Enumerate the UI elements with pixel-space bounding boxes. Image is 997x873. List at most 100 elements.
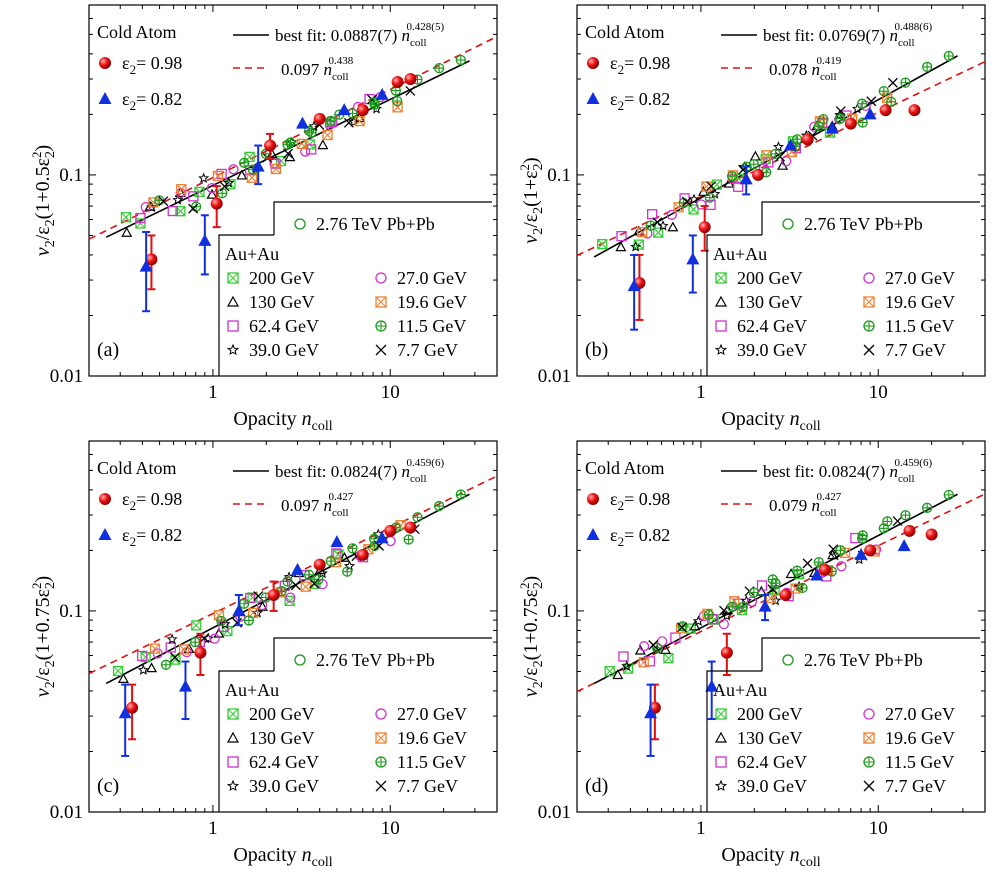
legend-auau-marker-x <box>715 708 727 720</box>
y-axis-label: v2/ε2(1+0.5ε22) <box>29 145 58 256</box>
auau-point-x <box>170 654 181 665</box>
auau-point-box <box>120 212 132 223</box>
legend-ref-label: 0.097 ncoll0.427 <box>281 491 354 519</box>
pbpb-point <box>433 500 445 512</box>
y-tick-label: 0.01 <box>50 802 83 823</box>
auau-point <box>285 592 296 603</box>
auau-point <box>836 561 847 572</box>
auau-point <box>733 181 744 192</box>
auau-point-x <box>213 171 223 181</box>
legend-cold-atom-title: Cold Atom <box>585 458 665 478</box>
pbpb-point <box>792 134 803 145</box>
cold-082-point <box>825 121 839 134</box>
pbpb-point <box>748 159 759 170</box>
auau-point <box>618 651 629 662</box>
legend-auau-marker <box>227 320 239 332</box>
legend-cold-atom-title: Cold Atom <box>97 458 177 478</box>
auau-point-x <box>712 179 722 190</box>
legend-auau-marker <box>375 320 387 332</box>
auau-point-box <box>637 226 648 238</box>
legend-cold-098-marker <box>99 57 111 69</box>
cold-098-point <box>145 253 158 266</box>
panel-c: 1 10 0.01 0.1 Opacity ncoll v2/ε2(1+0.75ε22) C… <box>29 440 498 870</box>
auau-point <box>191 620 202 631</box>
auau-point <box>706 181 717 192</box>
auau-point-box <box>170 654 181 665</box>
auau-point <box>392 95 403 107</box>
cold-098-point <box>264 139 277 152</box>
auau-point <box>666 209 677 220</box>
pbpb-point-plus <box>770 149 780 159</box>
legend-auau-marker-plus <box>864 757 874 767</box>
cold-082-point <box>375 87 389 100</box>
auau-point-box <box>330 556 342 568</box>
auau-point-x <box>729 596 740 607</box>
auau-point-box <box>176 184 187 195</box>
auau-point <box>172 194 184 205</box>
cold-098-point <box>720 646 733 659</box>
auau-point-box <box>244 151 255 163</box>
legend-auau-marker <box>226 779 240 792</box>
cold-098-point <box>404 521 417 534</box>
pbpb-point <box>835 545 846 556</box>
auau-point <box>166 633 178 645</box>
auau-point-box <box>765 592 776 604</box>
auau-point <box>653 227 664 238</box>
pbpb-point <box>455 54 466 66</box>
auau-point-x <box>604 666 615 677</box>
auau-point-x <box>150 643 160 654</box>
y-tick-label: 0.1 <box>59 601 83 622</box>
x-tick-label: 1 <box>208 382 218 403</box>
legend-auau-marker <box>863 780 875 792</box>
legend-auau-label: 200 GeV <box>737 704 803 724</box>
legend-auau-marker-x <box>227 272 239 284</box>
auau-point-x <box>663 653 674 664</box>
auau-point <box>190 201 202 212</box>
y-tick-label: 0.1 <box>547 165 571 186</box>
cold-098-point <box>903 524 916 537</box>
auau-point <box>300 581 311 592</box>
legend-pbpb-label: 2.76 TeV Pb+Pb <box>316 650 435 670</box>
legend-cold-098-label: ε2= 0.98 <box>610 53 670 77</box>
pbpb-point <box>856 98 868 109</box>
pbpb-point-plus <box>792 134 802 144</box>
auau-point <box>296 138 307 150</box>
pbpb-point-plus <box>727 171 737 181</box>
auau-point-box <box>175 206 186 217</box>
legend-auau-marker-box <box>375 296 387 308</box>
auau-point <box>244 151 255 163</box>
auau-point-x <box>761 150 772 161</box>
pbpb-point <box>347 543 358 554</box>
y-axis-label: v2/ε2(1+0.75ε22) <box>517 576 546 697</box>
auau-point-plus <box>277 586 287 596</box>
auau-point-plus <box>882 516 892 526</box>
pbpb-point-plus <box>922 503 932 513</box>
auau-point-x <box>113 666 123 676</box>
auau-point <box>651 642 663 654</box>
auau-point <box>887 77 898 88</box>
y-tick-label: 0.1 <box>547 601 571 622</box>
cold-082-point <box>291 562 305 575</box>
legend-auau-marker-plus <box>376 321 386 331</box>
legend-box <box>706 201 980 376</box>
auau-point <box>219 181 230 192</box>
auau-point-box <box>597 239 608 250</box>
cold-082-point <box>863 107 877 120</box>
cold-082-point <box>375 531 389 544</box>
pbpb-point <box>239 157 250 168</box>
legend-cold-098-label: ε2= 0.98 <box>122 489 182 513</box>
pbpb-point-plus <box>857 99 867 109</box>
auau-point <box>866 96 877 107</box>
pbpb-point-plus <box>835 113 845 123</box>
legend-auau-marker <box>863 708 875 720</box>
pbpb-point <box>325 115 336 127</box>
pbpb-point <box>878 85 889 97</box>
auau-point <box>604 666 615 677</box>
auau-point <box>737 601 748 613</box>
cold-082-point <box>897 539 911 552</box>
legend-auau-marker <box>375 344 387 356</box>
legend-auau-label: 7.7 GeV <box>397 340 458 360</box>
auau-point <box>246 172 258 183</box>
pbpb-point <box>368 97 380 108</box>
pbpb-point <box>943 489 954 501</box>
